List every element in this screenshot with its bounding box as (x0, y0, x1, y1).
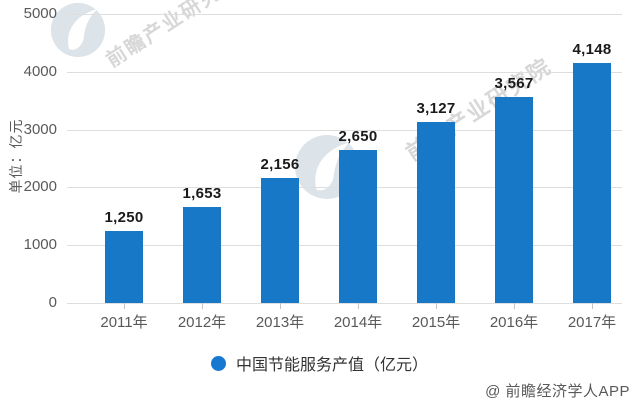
bar (339, 149, 377, 303)
gridline (67, 14, 622, 15)
y-axis-tick-label: 3000 (23, 120, 57, 138)
bar (495, 96, 533, 303)
data-label: 4,148 (572, 41, 612, 59)
x-axis-tick (280, 303, 281, 309)
x-axis-tick (358, 303, 359, 309)
x-axis-tick (592, 303, 593, 309)
data-label: 3,127 (416, 100, 456, 118)
x-axis-tick-label: 2011年 (100, 314, 148, 331)
y-axis-tick-label: 0 (48, 294, 57, 311)
x-axis-tick (514, 303, 515, 309)
y-axis-tick-label: 1000 (23, 236, 57, 254)
bar (183, 207, 221, 303)
gridline (67, 71, 622, 73)
data-label: 1,653 (182, 185, 222, 203)
data-label: 1,250 (104, 208, 144, 226)
x-axis-tick (436, 303, 437, 309)
x-axis-tick (124, 303, 125, 309)
gridline (67, 129, 622, 131)
attribution: @ 前瞻经济学人APP (485, 383, 630, 400)
x-axis-tick-label: 2017年 (567, 314, 617, 331)
bar (261, 178, 299, 303)
legend: 中国节能服务产值（亿元） (0, 352, 639, 374)
x-axis-tick (202, 303, 203, 309)
x-axis-tick-label: 2014年 (333, 314, 383, 331)
y-axis-tick-label: 4000 (23, 62, 57, 80)
y-axis-tick-label: 2000 (23, 178, 57, 196)
gridline (67, 303, 622, 304)
bar (105, 230, 143, 303)
x-axis-tick-label: 2013年 (255, 314, 305, 331)
legend-marker-icon (210, 355, 226, 371)
qianzhan-logo-icon (50, 2, 106, 58)
x-axis-tick-label: 2012年 (177, 314, 227, 331)
bar (573, 63, 611, 303)
x-axis-tick-label: 2015年 (411, 314, 461, 331)
legend-label: 中国节能服务产值（亿元） (235, 357, 428, 374)
data-label: 3,567 (494, 74, 534, 92)
data-label: 2,650 (338, 127, 378, 145)
bar (417, 122, 455, 303)
watermark-text: 前瞻产业研究院 (102, 0, 244, 72)
y-axis-tick-label: 5000 (23, 5, 57, 22)
x-axis-tick-label: 2016年 (489, 314, 539, 331)
data-label: 2,156 (260, 156, 300, 174)
